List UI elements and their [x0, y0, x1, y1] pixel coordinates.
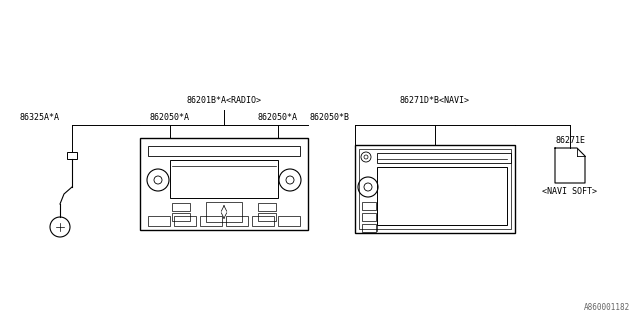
- Bar: [362, 202, 376, 210]
- Bar: [172, 213, 190, 221]
- Text: 862050*B: 862050*B: [310, 113, 350, 122]
- Bar: [377, 153, 511, 163]
- Bar: [148, 146, 300, 156]
- Bar: [172, 203, 190, 211]
- Bar: [258, 213, 276, 221]
- Bar: [278, 216, 300, 226]
- Bar: [252, 216, 274, 226]
- Text: 86271D*B<NAVI>: 86271D*B<NAVI>: [400, 96, 470, 105]
- Text: 862050*A: 862050*A: [150, 113, 190, 122]
- Bar: [67, 152, 77, 159]
- Bar: [362, 213, 376, 221]
- Bar: [206, 202, 242, 222]
- Bar: [377, 167, 507, 225]
- Bar: [258, 203, 276, 211]
- Bar: [200, 216, 222, 226]
- Bar: [174, 216, 196, 226]
- Text: 86325A*A: 86325A*A: [20, 113, 60, 122]
- Text: A860001182: A860001182: [584, 303, 630, 312]
- Bar: [140, 138, 308, 230]
- Bar: [359, 149, 511, 229]
- Text: 86201B*A<RADIO>: 86201B*A<RADIO>: [186, 96, 262, 105]
- Text: <NAVI SOFT>: <NAVI SOFT>: [543, 187, 598, 196]
- Text: 86271E: 86271E: [555, 136, 585, 145]
- Bar: [226, 216, 248, 226]
- Bar: [355, 145, 515, 233]
- Bar: [362, 224, 376, 232]
- Bar: [170, 160, 278, 198]
- Text: 862050*A: 862050*A: [258, 113, 298, 122]
- Bar: [148, 216, 170, 226]
